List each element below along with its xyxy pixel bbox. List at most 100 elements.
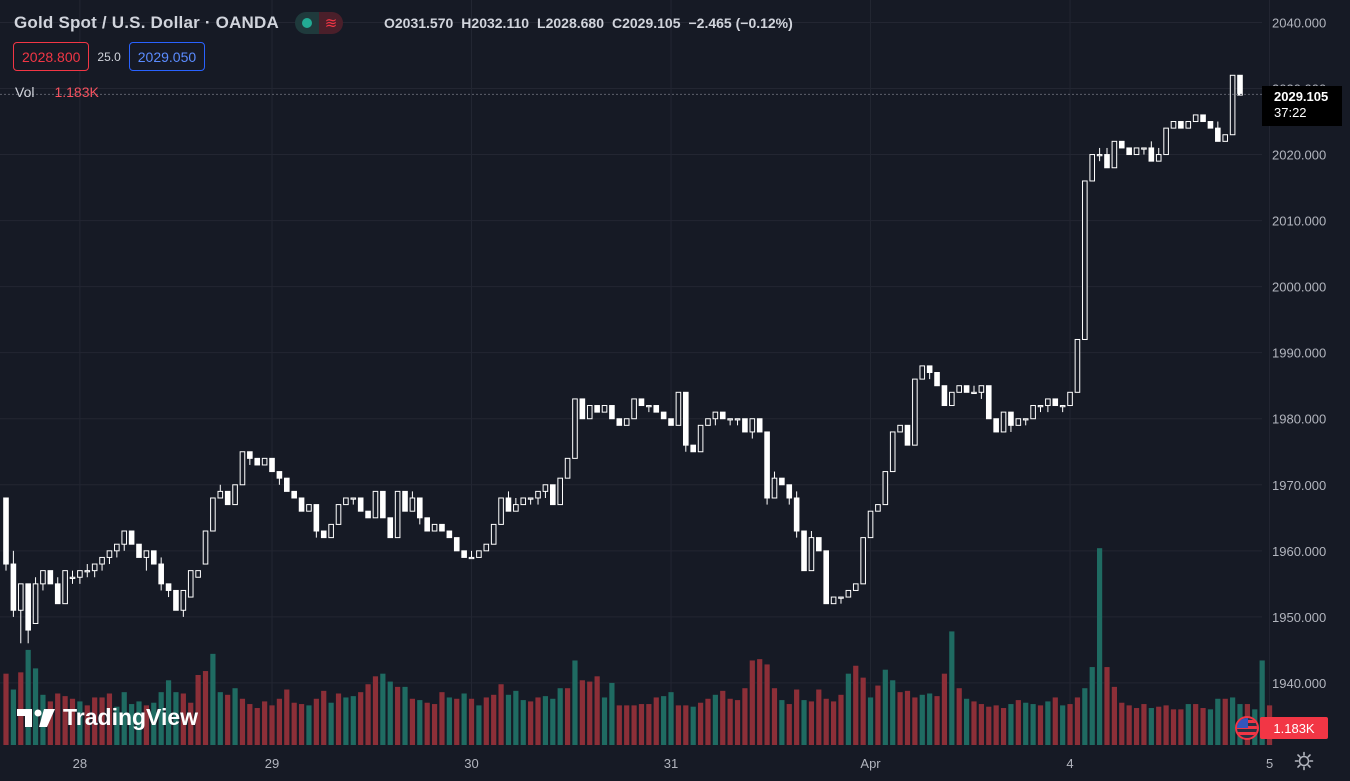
candle-body: [114, 543, 120, 552]
volume-bar: [409, 698, 416, 745]
candle-body: [838, 596, 844, 599]
volume-bar: [808, 701, 815, 745]
candle-body: [616, 418, 623, 426]
volume-legend[interactable]: Vol 1.183K: [15, 84, 99, 100]
candle-body: [1015, 418, 1022, 426]
candle-body: [845, 589, 852, 598]
candle-body: [941, 385, 948, 407]
candle-body: [453, 537, 460, 552]
spread-value: 25.0: [97, 49, 121, 64]
candle-body: [683, 391, 689, 446]
volume-bar: [912, 697, 918, 745]
volume-bar: [1170, 709, 1177, 745]
buy-button[interactable]: 2029.050: [128, 42, 206, 71]
symbol-header[interactable]: Gold Spot / U.S. Dollar · OANDA ≋: [14, 12, 343, 34]
candle-body: [690, 444, 696, 453]
bar-countdown: 37:22: [1274, 105, 1307, 120]
candle-body: [985, 385, 992, 420]
time-tick-label: 29: [265, 756, 279, 771]
volume-bar: [32, 668, 39, 745]
candle-body: [542, 484, 549, 492]
candle-body: [1082, 180, 1088, 340]
volume-bar: [1030, 704, 1036, 745]
volume-bar: [720, 690, 726, 745]
candle-body: [10, 563, 17, 611]
candle-body: [387, 517, 394, 539]
candle-body: [173, 589, 179, 611]
volume-bar: [106, 693, 113, 745]
volume-bar: [387, 681, 393, 745]
volume-bar: [1000, 708, 1007, 745]
candle-body: [217, 490, 224, 499]
gear-icon[interactable]: [1294, 751, 1314, 771]
candle-body: [1067, 391, 1073, 407]
volume-bar: [624, 705, 630, 745]
volume-bar: [1133, 708, 1140, 745]
candle-body: [54, 583, 61, 605]
us-flag-icon[interactable]: [1235, 716, 1259, 740]
volume-bar: [550, 698, 556, 745]
volume-bar: [1082, 688, 1088, 745]
candle-body: [424, 517, 430, 532]
volume-bar: [505, 694, 512, 745]
volume-bar: [151, 702, 157, 745]
volume-bar: [927, 693, 933, 745]
symbol-title[interactable]: Gold Spot / U.S. Dollar · OANDA: [14, 13, 279, 32]
candle-body: [431, 523, 438, 532]
volume-bar: [129, 704, 135, 745]
candle-body: [165, 583, 172, 591]
sell-button[interactable]: 2028.800: [13, 42, 90, 71]
volume-bar: [949, 631, 955, 745]
candle-body: [416, 497, 423, 519]
volume-bar: [978, 704, 984, 745]
candle-body: [550, 484, 556, 506]
volume-bar: [941, 673, 948, 745]
candle-body: [298, 497, 305, 512]
volume-bar: [165, 680, 172, 745]
candle-body: [150, 550, 157, 565]
candle-body: [461, 550, 467, 558]
volume-bar: [594, 676, 600, 745]
candle-body: [1118, 140, 1125, 149]
market-status-pill[interactable]: ≋: [294, 12, 343, 34]
candle-body: [40, 570, 46, 585]
tradingview-logo[interactable]: TradingView: [17, 704, 198, 731]
candle-body: [313, 504, 320, 532]
candle-body: [712, 411, 719, 420]
volume-bar: [705, 698, 711, 745]
candle-body: [823, 550, 830, 605]
volume-bar: [1185, 704, 1191, 745]
price-axis[interactable]: 2040.0002030.0002020.0002010.0002000.000…: [1272, 15, 1326, 690]
candle-body: [1030, 405, 1036, 420]
volume-bar: [247, 704, 253, 745]
volume-bar: [1259, 660, 1265, 745]
time-axis[interactable]: 28 29 30 31 Apr 4 5: [73, 756, 1274, 771]
volume-bar: [882, 669, 888, 745]
candle-body: [808, 537, 815, 572]
candle-body: [609, 405, 615, 420]
candle-body: [3, 497, 9, 565]
candle-body: [638, 398, 645, 407]
volume-bar: [225, 694, 231, 745]
candle-body: [394, 490, 401, 539]
candle-body: [934, 372, 940, 387]
candle-body: [919, 365, 926, 380]
volume-bar: [1200, 708, 1206, 745]
volume-bar: [1156, 706, 1162, 745]
volume-bar: [69, 698, 76, 745]
candle-body: [949, 391, 955, 407]
volume-bar: [1141, 704, 1147, 745]
volume-bar: [417, 700, 423, 745]
candle-body: [1207, 121, 1214, 129]
candle-body: [158, 563, 164, 585]
candle-body: [971, 391, 977, 395]
volume-bar: [446, 697, 452, 745]
candle-body: [1022, 418, 1029, 421]
candle-body: [247, 451, 253, 459]
volume-bar: [668, 692, 674, 745]
candle-body: [1059, 405, 1066, 408]
volume-bar: [402, 686, 408, 745]
volume-bar: [365, 684, 371, 745]
volume-bar: [483, 697, 489, 745]
